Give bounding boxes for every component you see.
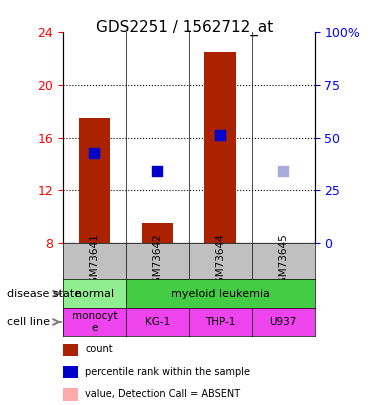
- Text: disease state: disease state: [7, 289, 81, 298]
- Text: GDS2251 / 1562712_at: GDS2251 / 1562712_at: [96, 20, 274, 36]
- Point: [280, 167, 286, 174]
- Text: count: count: [85, 344, 113, 354]
- Bar: [79, 118, 110, 243]
- Text: THP-1: THP-1: [205, 317, 235, 327]
- Point: [154, 167, 160, 174]
- Text: cell line: cell line: [7, 317, 50, 327]
- Text: value, Detection Call = ABSENT: value, Detection Call = ABSENT: [85, 389, 240, 399]
- Text: monocyt
e: monocyt e: [72, 311, 117, 333]
- Text: GSM73645: GSM73645: [278, 233, 288, 290]
- Point: [217, 132, 223, 139]
- Bar: [142, 223, 173, 243]
- Text: GSM73642: GSM73642: [152, 233, 162, 290]
- Text: GSM73644: GSM73644: [215, 233, 225, 290]
- Bar: [205, 52, 236, 243]
- Text: percentile rank within the sample: percentile rank within the sample: [85, 367, 250, 377]
- Text: U937: U937: [269, 317, 297, 327]
- Text: normal: normal: [75, 289, 114, 298]
- Text: myeloid leukemia: myeloid leukemia: [171, 289, 270, 298]
- Text: GSM73641: GSM73641: [89, 233, 100, 290]
- Point: [91, 150, 97, 157]
- Text: KG-1: KG-1: [145, 317, 170, 327]
